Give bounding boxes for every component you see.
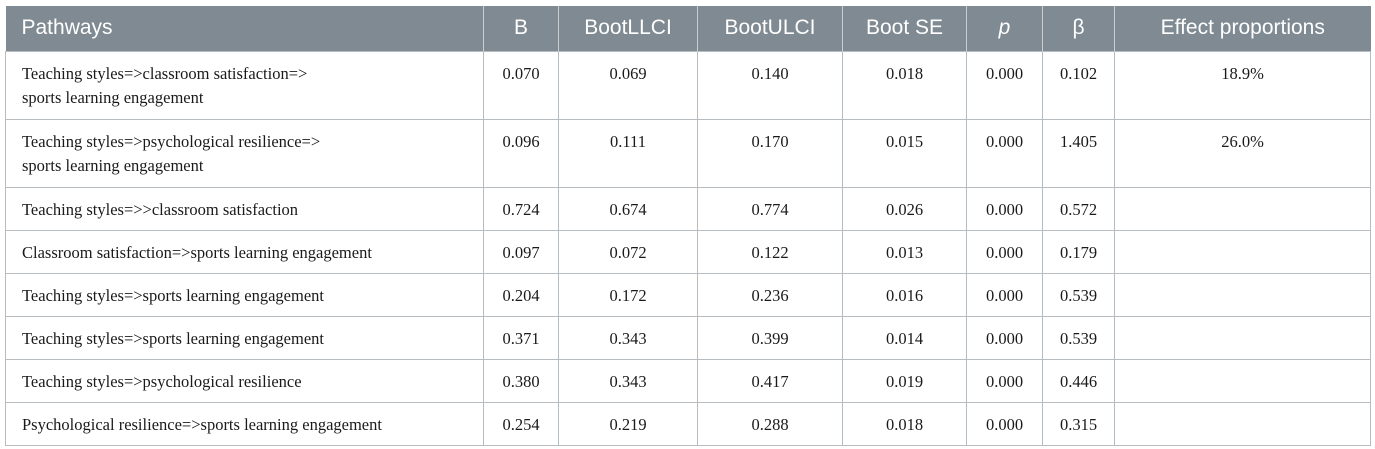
cell-p: 0.000 (966, 118, 1043, 188)
table-row: Teaching styles=>sports learning engagem… (5, 272, 1371, 317)
cell-boot-se: 0.014 (842, 315, 967, 360)
cell-boot-se: 0.026 (842, 186, 967, 231)
cell-boot-se: 0.019 (842, 358, 967, 403)
table-row: Teaching styles=>psychological resilienc… (5, 358, 1371, 403)
cell-beta: 0.539 (1042, 315, 1115, 360)
cell-boot-se: 0.013 (842, 229, 967, 274)
cell-bootulci: 0.417 (697, 358, 843, 403)
cell-pathway: Teaching styles=>psychological resilienc… (5, 358, 484, 403)
cell-beta: 0.572 (1042, 186, 1115, 231)
cell-b: 0.070 (483, 50, 559, 120)
cell-b: 0.254 (483, 401, 559, 446)
cell-p: 0.000 (966, 186, 1043, 231)
cell-boot-se: 0.018 (842, 401, 967, 446)
cell-boot-se: 0.018 (842, 50, 967, 120)
cell-effect-proportion (1114, 272, 1371, 317)
cell-effect-proportion: 18.9% (1114, 50, 1371, 120)
cell-boot-se: 0.015 (842, 118, 967, 188)
cell-bootulci: 0.122 (697, 229, 843, 274)
table-row: Teaching styles=>sports learning engagem… (5, 315, 1371, 360)
cell-bootllci: 0.343 (558, 358, 698, 403)
header-p: p (966, 6, 1043, 51)
cell-pathway: Classroom satisfaction=>sports learning … (5, 229, 484, 274)
cell-bootllci: 0.343 (558, 315, 698, 360)
cell-bootulci: 0.288 (697, 401, 843, 446)
cell-b: 0.097 (483, 229, 559, 274)
cell-pathway: Teaching styles=>sports learning engagem… (5, 315, 484, 360)
header-pathways: Pathways (21, 16, 113, 40)
cell-beta: 0.102 (1042, 50, 1115, 120)
cell-bootulci: 0.399 (697, 315, 843, 360)
cell-bootllci: 0.111 (558, 118, 698, 188)
pathway-line: Classroom satisfaction=>sports learning … (22, 242, 372, 262)
pathway-line: Teaching styles=>sports learning engagem… (22, 328, 324, 348)
pathway-line: Teaching styles=>>classroom satisfaction (22, 199, 299, 219)
table-row: Classroom satisfaction=>sports learning … (5, 229, 1371, 274)
cell-beta: 0.315 (1042, 401, 1115, 446)
cell-pathway: Teaching styles=>psychological resilienc… (5, 118, 484, 188)
pathway-line: Psychological resilience=>sports learnin… (22, 414, 382, 434)
cell-b: 0.371 (483, 315, 559, 360)
cell-effect-proportion (1114, 186, 1371, 231)
table-row: Teaching styles=>psychological resilienc… (5, 118, 1371, 188)
cell-p: 0.000 (966, 50, 1043, 120)
cell-beta: 0.179 (1042, 229, 1115, 274)
table-row: Teaching styles=>classroom satisfaction=… (5, 50, 1371, 120)
table-row: Psychological resilience=>sports learnin… (5, 401, 1371, 446)
cell-bootllci: 0.219 (558, 401, 698, 446)
pathway-line: Teaching styles=>sports learning engagem… (22, 285, 324, 305)
cell-p: 0.000 (966, 358, 1043, 403)
pathway-line: Teaching styles=>classroom satisfaction=… (22, 63, 308, 83)
cell-bootllci: 0.069 (558, 50, 698, 120)
results-table-container: Pathways B BootLLCI BootULCI Boot SE p β… (5, 6, 1371, 446)
table-header-row: Pathways B BootLLCI BootULCI Boot SE p β… (5, 6, 1371, 51)
cell-beta: 0.539 (1042, 272, 1115, 317)
cell-pathway: Teaching styles=>>classroom satisfaction (5, 186, 484, 231)
cell-bootllci: 0.674 (558, 186, 698, 231)
cell-bootllci: 0.072 (558, 229, 698, 274)
cell-effect-proportion: 26.0% (1114, 118, 1371, 188)
cell-effect-proportion (1114, 358, 1371, 403)
cell-p: 0.000 (966, 272, 1043, 317)
cell-pathway: Psychological resilience=>sports learnin… (5, 401, 484, 446)
header-bootllci: BootLLCI (558, 6, 698, 51)
cell-b: 0.380 (483, 358, 559, 403)
cell-b: 0.724 (483, 186, 559, 231)
cell-bootulci: 0.774 (697, 186, 843, 231)
pathway-line: sports learning engagement (22, 87, 204, 107)
cell-beta: 1.405 (1042, 118, 1115, 188)
table-row: Teaching styles=>>classroom satisfaction… (5, 186, 1371, 231)
cell-p: 0.000 (966, 229, 1043, 274)
cell-bootulci: 0.236 (697, 272, 843, 317)
pathway-line: Teaching styles=>psychological resilienc… (22, 131, 321, 151)
header-beta: β (1042, 6, 1115, 51)
cell-pathway: Teaching styles=>classroom satisfaction=… (5, 50, 484, 120)
header-b: B (483, 6, 559, 51)
cell-effect-proportion (1114, 229, 1371, 274)
header-boot-se: Boot SE (842, 6, 967, 51)
cell-b: 0.204 (483, 272, 559, 317)
cell-bootulci: 0.140 (697, 50, 843, 120)
cell-effect-proportion (1114, 315, 1371, 360)
pathway-line: Teaching styles=>psychological resilienc… (22, 371, 302, 391)
cell-boot-se: 0.016 (842, 272, 967, 317)
cell-b: 0.096 (483, 118, 559, 188)
header-effect-proportions: Effect proportions (1114, 6, 1371, 51)
cell-effect-proportion (1114, 401, 1371, 446)
cell-p: 0.000 (966, 401, 1043, 446)
cell-beta: 0.446 (1042, 358, 1115, 403)
pathway-line: sports learning engagement (22, 155, 204, 175)
cell-p: 0.000 (966, 315, 1043, 360)
cell-bootllci: 0.172 (558, 272, 698, 317)
header-bootulci: BootULCI (697, 6, 843, 51)
cell-pathway: Teaching styles=>sports learning engagem… (5, 272, 484, 317)
cell-bootulci: 0.170 (697, 118, 843, 188)
pathway-effects-table: Pathways B BootLLCI BootULCI Boot SE p β… (5, 6, 1371, 446)
